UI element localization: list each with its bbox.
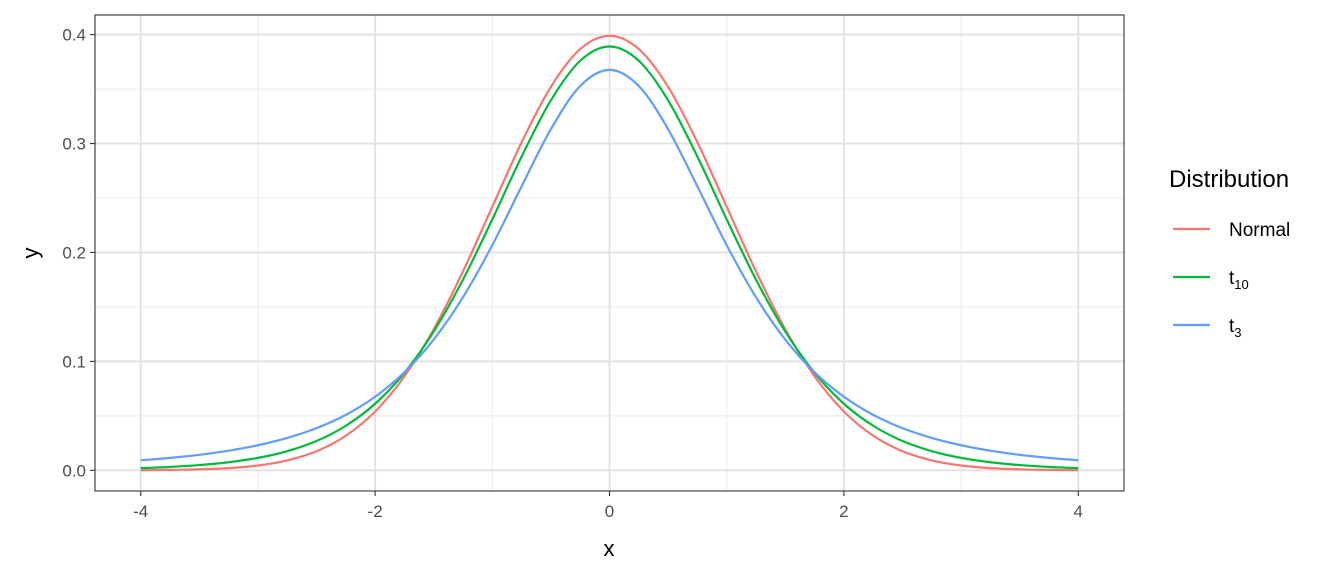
grid — [95, 15, 1124, 491]
x-tick-label: 2 — [839, 502, 848, 521]
y-axis-title: y — [18, 248, 43, 259]
legend-label-t3: t3 — [1229, 316, 1242, 340]
x-tick-label: -2 — [368, 502, 383, 521]
y-tick-label: 0.1 — [62, 352, 86, 371]
y-axis-ticks: 0.0 0.1 0.2 0.3 0.4 — [62, 26, 95, 480]
series-line-t10 — [140, 45, 1079, 470]
legend: Distribution Normal t10 t3 — [1169, 166, 1290, 340]
legend-label-t10: t10 — [1229, 268, 1249, 292]
x-tick-label: -4 — [133, 502, 148, 521]
series-line-normal — [140, 34, 1079, 472]
series-line-t3 — [140, 68, 1079, 462]
x-tick-label: 4 — [1074, 502, 1083, 521]
y-tick-label: 0.4 — [62, 26, 86, 45]
series-lines — [140, 34, 1079, 472]
y-tick-label: 0.2 — [62, 243, 86, 262]
legend-title: Distribution — [1169, 166, 1289, 193]
y-tick-label: 0.3 — [62, 135, 86, 154]
x-tick-label: 0 — [605, 502, 614, 521]
x-axis-ticks: -4 -2 0 2 4 — [133, 491, 1083, 521]
x-axis-title: x — [604, 536, 615, 561]
legend-label-normal: Normal — [1229, 220, 1290, 241]
y-tick-label: 0.0 — [62, 461, 86, 480]
